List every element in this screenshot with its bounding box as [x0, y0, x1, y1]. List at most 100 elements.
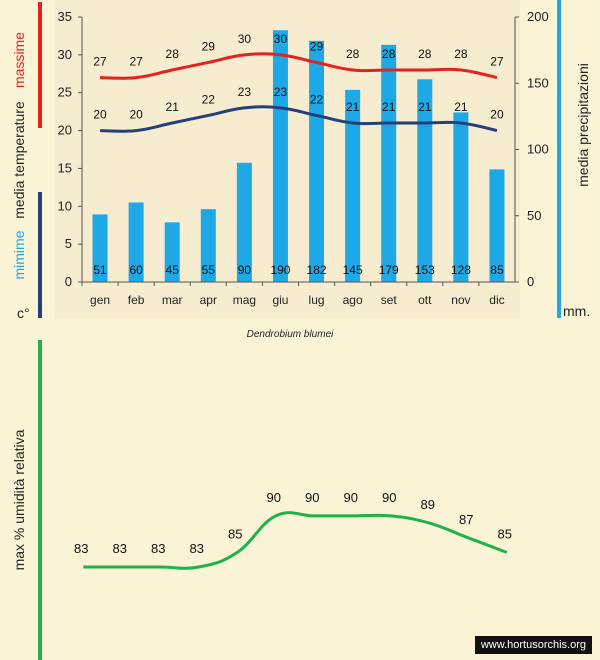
left-tick-label: 10 — [58, 198, 72, 213]
rain-bar — [345, 89, 361, 282]
humidity-axis-label: max % umidità relativa — [11, 429, 27, 570]
humidity-chart: max % umidità relativa 83 83 83 83 85 90 90 90 9… — [11, 340, 512, 660]
left-axis-label-mid: media temperature — [11, 101, 27, 219]
x-tick-label: ott — [418, 293, 432, 307]
left-tick-label: 0 — [65, 274, 72, 289]
rain-bar — [236, 162, 252, 282]
max-temp-label: 30 — [274, 32, 288, 46]
rain-value-label: 153 — [415, 263, 435, 277]
right-tick-label: 0 — [527, 274, 534, 289]
rain-value-label: 60 — [129, 263, 143, 277]
rain-bar — [381, 44, 397, 283]
rain-bar — [164, 222, 180, 282]
rain-value-label: 182 — [307, 263, 327, 277]
x-tick-label: dic — [489, 293, 504, 307]
rain-value-label: 190 — [270, 263, 290, 277]
humidity-value-label: 89 — [421, 497, 435, 512]
max-temp-label: 28 — [418, 47, 432, 61]
min-temp-label: 21 — [454, 100, 468, 114]
max-temp-label: 29 — [202, 39, 216, 53]
x-tick-label: apr — [200, 293, 217, 307]
humidity-value-label: 90 — [382, 490, 396, 505]
left-axis-unit: c° — [17, 305, 30, 321]
left-axis-label-top: massime — [11, 32, 27, 88]
max-temp-label: 28 — [166, 47, 180, 61]
max-temp-label: 28 — [346, 47, 360, 61]
rain-bar — [309, 40, 325, 282]
rain-value-label: 51 — [93, 263, 107, 277]
humidity-value-label: 90 — [344, 490, 358, 505]
humidity-value-label: 83 — [151, 541, 165, 556]
max-temp-label: 30 — [238, 32, 252, 46]
min-temp-label: 21 — [166, 100, 180, 114]
max-temp-label: 27 — [93, 55, 107, 69]
humidity-value-label: 90 — [267, 490, 281, 505]
humidity-value-label: 83 — [74, 541, 88, 556]
right-tick-label: 100 — [527, 142, 549, 157]
min-temp-label: 20 — [129, 108, 143, 122]
humidity-value-label: 83 — [190, 541, 204, 556]
max-temp-label: 28 — [454, 47, 468, 61]
rain-value-label: 90 — [238, 263, 252, 277]
rain-value-label: 128 — [451, 263, 471, 277]
rain-bar — [272, 30, 288, 282]
max-temp-label: 28 — [382, 47, 396, 61]
min-temp-label: 21 — [346, 100, 360, 114]
rain-value-label: 85 — [490, 263, 504, 277]
left-tick-label: 35 — [58, 9, 72, 24]
left-tick-label: 20 — [58, 123, 72, 138]
max-temp-line — [100, 52, 498, 80]
temperature-rain-chart: 51 60 45 55 90 190 182 145 179 153 128 85 27 27 28 29 30… — [11, 0, 591, 340]
left-tick-label: 25 — [58, 85, 72, 100]
min-temp-label: 20 — [93, 108, 107, 122]
humidity-value-label: 87 — [459, 512, 473, 527]
min-temp-label: 22 — [202, 92, 216, 106]
rain-value-label: 45 — [166, 263, 180, 277]
right-axis-unit: mm. — [563, 303, 590, 319]
rain-bar — [489, 169, 505, 282]
right-tick-label: 150 — [527, 75, 549, 90]
min-temp-label: 21 — [382, 100, 396, 114]
humidity-value-label: 83 — [113, 541, 127, 556]
left-tick-label: 5 — [65, 236, 72, 251]
x-tick-label: gen — [90, 293, 110, 307]
rain-value-label: 145 — [343, 263, 363, 277]
chart-title: Dendrobium blumei — [247, 329, 334, 340]
x-tick-label: nov — [451, 293, 470, 307]
rain-bar — [92, 214, 108, 282]
rain-value-label: 55 — [202, 263, 216, 277]
max-temp-label: 29 — [310, 39, 324, 53]
min-temp-label: 23 — [238, 85, 252, 99]
right-axis-label: media precipitazioni — [575, 63, 591, 187]
rain-bar — [200, 209, 216, 282]
x-tick-label: mar — [162, 293, 183, 307]
min-temp-label: 21 — [418, 100, 432, 114]
humidity-line — [83, 511, 508, 570]
rain-value-label: 179 — [379, 263, 399, 277]
x-tick-label: set — [381, 293, 398, 307]
x-tick-label: mag — [233, 293, 256, 307]
x-tick-label: giu — [272, 293, 288, 307]
min-temp-label: 22 — [310, 92, 324, 106]
humidity-value-label: 85 — [498, 526, 512, 541]
rain-bar — [128, 202, 144, 282]
left-axis-label-bot: mimime — [11, 230, 27, 279]
rain-bar — [417, 79, 433, 283]
min-temp-label: 23 — [274, 85, 288, 99]
min-temp-line — [100, 105, 498, 133]
watermark: www.hortusorchis.org — [474, 636, 592, 654]
max-temp-label: 27 — [129, 55, 143, 69]
right-tick-label: 50 — [527, 208, 541, 223]
right-tick-label: 200 — [527, 9, 549, 24]
left-tick-label: 15 — [58, 160, 72, 175]
x-tick-label: ago — [343, 293, 363, 307]
x-tick-label: lug — [309, 293, 325, 307]
humidity-value-label: 85 — [228, 526, 242, 541]
left-tick-label: 30 — [58, 47, 72, 62]
min-temp-label: 20 — [490, 108, 504, 122]
humidity-value-label: 90 — [305, 490, 319, 505]
x-tick-label: feb — [128, 293, 145, 307]
rain-bar — [453, 112, 469, 283]
max-temp-label: 27 — [490, 55, 504, 69]
